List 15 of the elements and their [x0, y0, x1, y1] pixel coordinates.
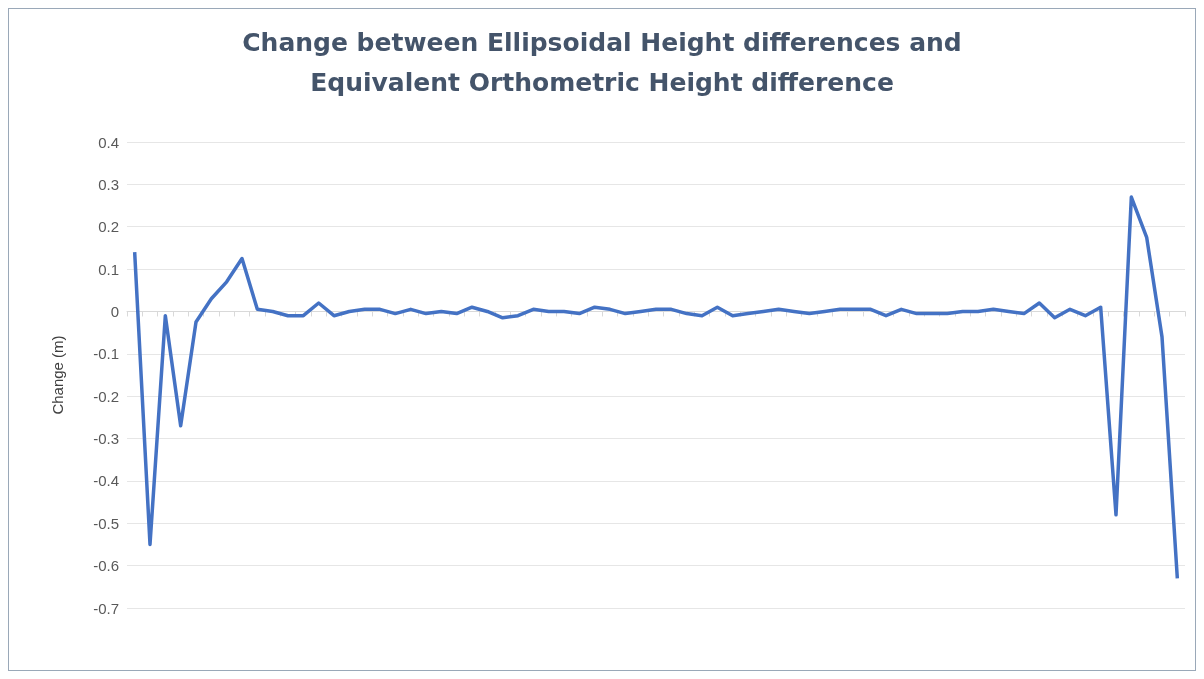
- y-tick-label: -0.2: [93, 387, 119, 405]
- y-tick-label: -0.6: [93, 557, 119, 575]
- y-tick-label: -0.1: [93, 345, 119, 363]
- y-tick-label: 0.4: [98, 133, 119, 151]
- y-tick-label: 0: [110, 302, 119, 320]
- y-tick-label: -0.3: [93, 430, 119, 448]
- chart-title: Change between Ellipsoidal Height differences and Equivalent Orthometric Height difference: [242, 27, 962, 97]
- y-tick-label: -0.4: [93, 472, 119, 490]
- y-tick-label: -0.7: [93, 599, 119, 617]
- y-tick-label: 0.2: [98, 218, 119, 236]
- y-tick-label: 0.1: [98, 260, 119, 278]
- line-series: [132, 195, 1180, 581]
- y-axis-title: Change (m): [49, 335, 66, 415]
- y-tick-label: 0.3: [98, 175, 119, 193]
- y-tick-label: -0.5: [93, 514, 119, 532]
